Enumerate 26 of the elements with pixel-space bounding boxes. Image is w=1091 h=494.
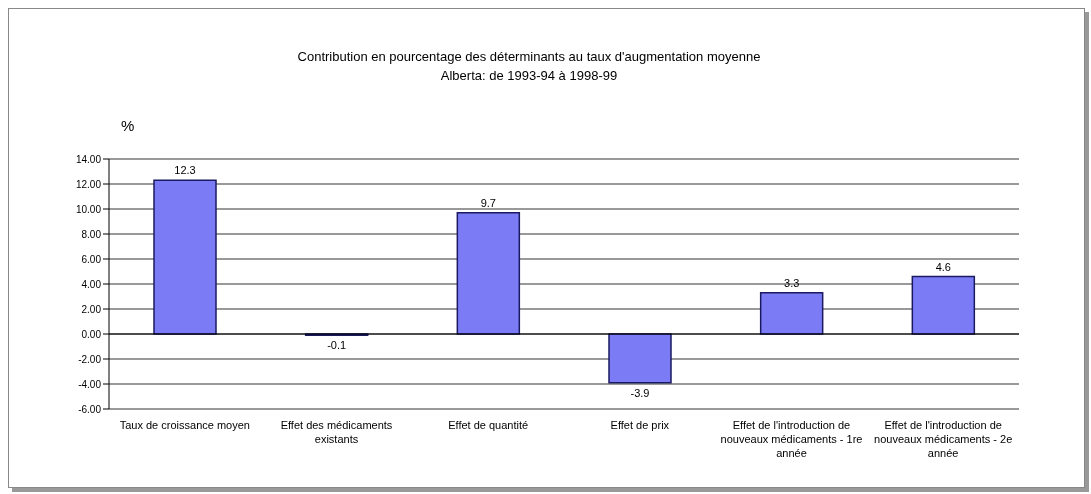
y-tick-label: 2.00 (81, 303, 102, 315)
data-label: 4.6 (935, 260, 951, 273)
chart-subtitle: Alberta: de 1993-94 à 1998-99 (439, 68, 619, 83)
y-tick-label: -2.00 (78, 353, 102, 365)
data-label: 3.3 (784, 276, 800, 289)
x-tick-label: Effet de prix (610, 419, 670, 431)
x-tick-label: Taux de croissance moyen (119, 419, 250, 431)
data-label: -3.9 (630, 386, 650, 399)
y-tick-label: 6.00 (81, 253, 102, 265)
y-tick-label: 0.00 (81, 328, 102, 340)
data-label: -0.1 (327, 339, 347, 352)
y-tick-label: 14.00 (75, 153, 102, 165)
y-tick-label: 12.00 (75, 178, 102, 190)
chart-title: Contribution en pourcentage des déterminants au taux d'augmentation moyenne (296, 49, 762, 64)
x-tick-label: Effet de l'introduction de nouveaux médicaments - 2e année (874, 419, 1013, 459)
y-tick-label: -4.00 (78, 378, 102, 390)
y-axis-title: % (121, 117, 135, 134)
y-tick-label: 8.00 (81, 228, 102, 240)
x-tick-label: Effet des médicaments existants (280, 419, 393, 445)
x-tick-label: Effet de quantité (448, 419, 529, 431)
y-tick-label: 4.00 (81, 278, 102, 290)
y-tick-label: 10.00 (75, 203, 102, 215)
data-label: 9.7 (480, 196, 496, 209)
data-label: 12.3 (174, 164, 196, 177)
x-tick-label: Effet de l'introduction de nouveaux médicaments - 1re année (720, 419, 863, 459)
y-tick-label: -6.00 (78, 403, 102, 415)
